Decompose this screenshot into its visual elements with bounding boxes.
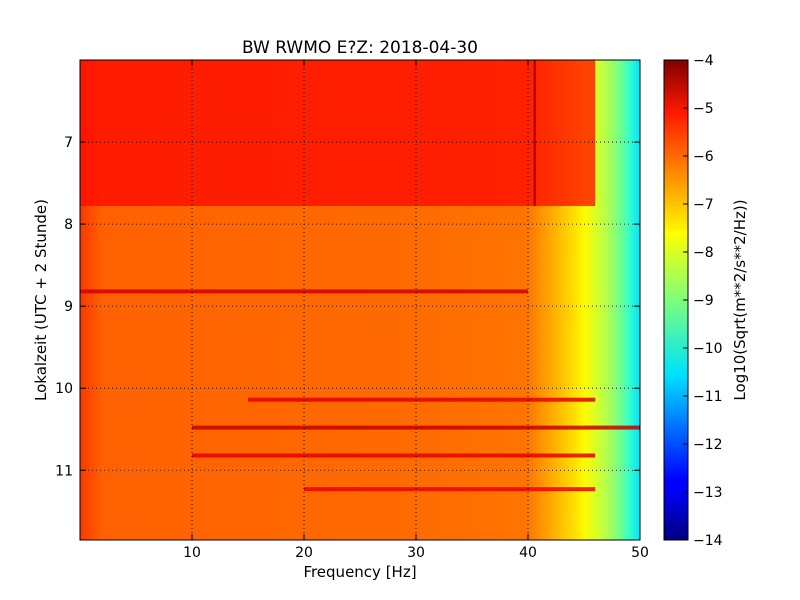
elevated-noise-block bbox=[80, 60, 596, 207]
colorbar-tick-label: −4 bbox=[693, 53, 714, 69]
colorbar-tick-label: −9 bbox=[693, 293, 714, 309]
y-axis: 7 8 9 10 11 bbox=[55, 135, 640, 479]
colorbar-tick-label: −12 bbox=[693, 437, 723, 453]
x-tick-label: 50 bbox=[631, 545, 649, 561]
strong-band bbox=[304, 487, 596, 492]
chart-title: BW RWMO E?Z: 2018-04-30 bbox=[242, 38, 478, 58]
strong-band bbox=[248, 397, 596, 402]
colorbar-tick-label: −14 bbox=[693, 533, 723, 549]
colorbar-tick-label: −10 bbox=[693, 341, 723, 357]
colorbar-label: Log10(Sqrt(m**2/s**2/Hz)) bbox=[731, 199, 749, 400]
plot-frame bbox=[79, 59, 641, 541]
colorbar-tick-label: −11 bbox=[693, 389, 723, 405]
strong-band bbox=[192, 453, 596, 458]
colorbar-tick-label: −13 bbox=[693, 485, 723, 501]
x-tick-label: 20 bbox=[295, 545, 313, 561]
y-tick-label: 9 bbox=[64, 299, 73, 315]
x-tick-label: 30 bbox=[407, 545, 425, 561]
spectrogram-heatmap bbox=[80, 60, 640, 540]
y-axis-label: Lokalzeit (UTC + 2 Stunde) bbox=[32, 199, 50, 401]
resonance-line bbox=[533, 60, 536, 207]
x-axis-label: Frequency [Hz] bbox=[303, 563, 416, 581]
y-tick-label: 10 bbox=[55, 381, 73, 397]
x-tick-label: 10 bbox=[183, 545, 201, 561]
y-tick-label: 11 bbox=[55, 463, 73, 479]
y-tick-label: 7 bbox=[64, 135, 73, 151]
x-tick-label: 40 bbox=[519, 545, 537, 561]
colorbar-ticks: −4 −5 −6 −7 −8 −9 −10 −11 −12 −13 −14 bbox=[683, 53, 723, 549]
strong-band bbox=[80, 289, 528, 294]
x-axis: 10 20 30 40 50 bbox=[183, 60, 649, 561]
colorbar-tick-label: −5 bbox=[693, 101, 714, 117]
strong-band bbox=[192, 425, 640, 430]
colorbar-tick-label: −8 bbox=[693, 245, 714, 261]
colorbar-tick-label: −6 bbox=[693, 149, 714, 165]
colorbar-tick-label: −7 bbox=[693, 197, 714, 213]
y-tick-label: 8 bbox=[64, 217, 73, 233]
